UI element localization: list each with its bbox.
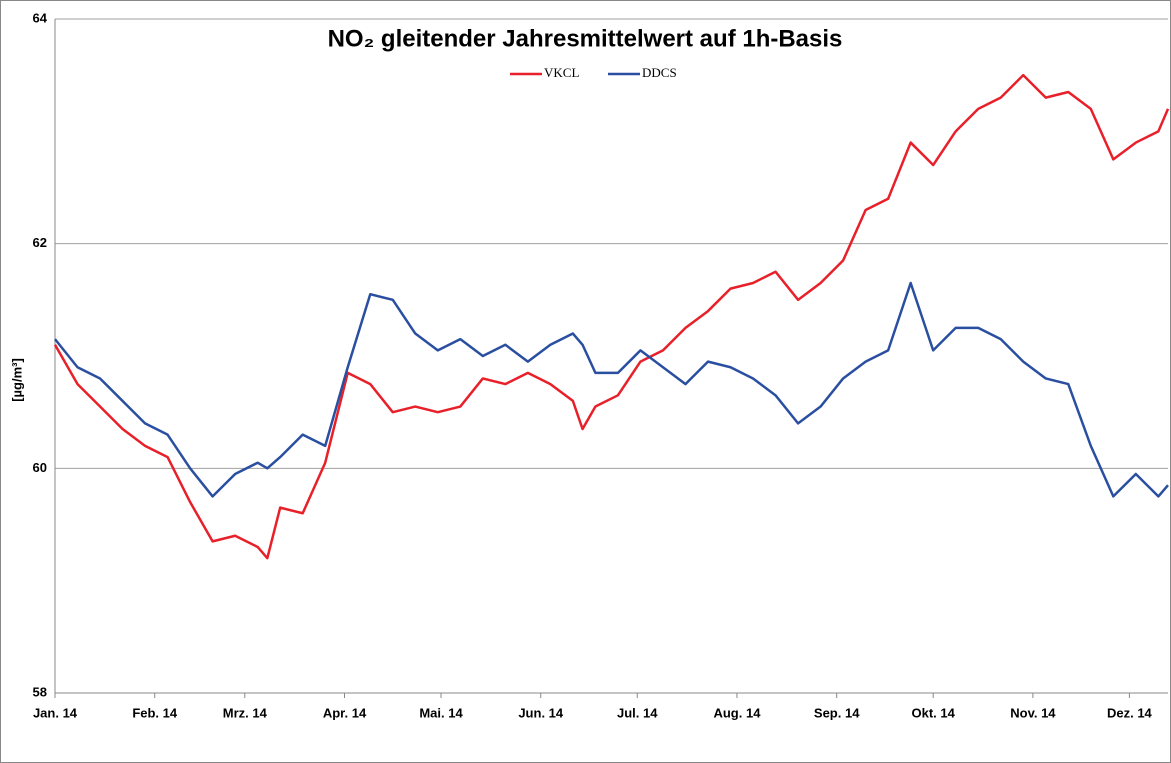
- legend-label: VKCL: [544, 65, 579, 80]
- y-tick-label: 60: [33, 460, 47, 475]
- x-tick-label: Jun. 14: [518, 705, 564, 720]
- chart-title: NO₂ gleitender Jahresmittelwert auf 1h-B…: [328, 25, 843, 52]
- y-axis-label: [µg/m³]: [9, 358, 24, 402]
- x-tick-label: Jul. 14: [617, 705, 658, 720]
- x-tick-label: Nov. 14: [1010, 705, 1056, 720]
- y-tick-label: 64: [33, 10, 48, 25]
- x-tick-label: Sep. 14: [814, 705, 860, 720]
- x-tick-label: Mai. 14: [419, 705, 463, 720]
- legend-label: DDCS: [642, 65, 677, 80]
- y-tick-label: 58: [33, 684, 47, 699]
- x-tick-label: Mrz. 14: [223, 705, 268, 720]
- x-tick-label: Dez. 14: [1107, 705, 1153, 720]
- data-line: [54, 281, 1169, 498]
- x-tick-label: Apr. 14: [323, 705, 367, 720]
- x-tick-label: Jan. 14: [33, 705, 78, 720]
- x-tick-label: Aug. 14: [713, 705, 761, 720]
- y-tick-label: 62: [33, 235, 47, 250]
- x-tick-label: Okt. 14: [911, 705, 955, 720]
- x-tick-label: Feb. 14: [132, 705, 178, 720]
- data-line: [53, 73, 1170, 560]
